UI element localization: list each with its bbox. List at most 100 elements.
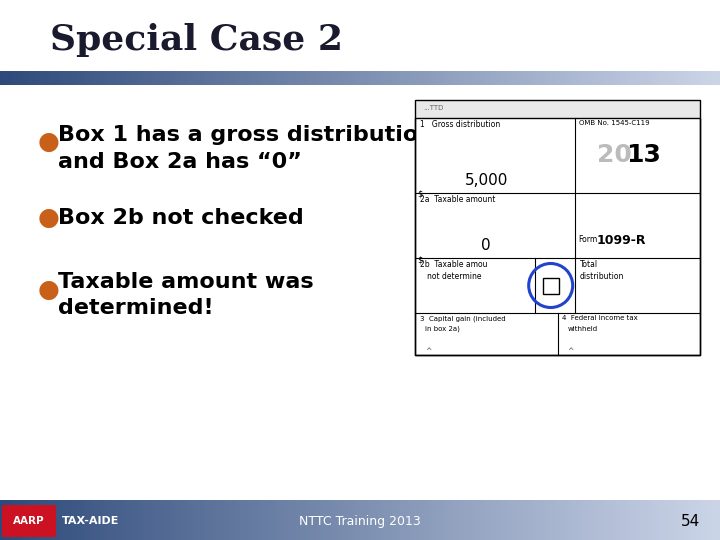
Bar: [403, 71, 407, 85]
Bar: [450, 71, 454, 85]
Bar: [688, 71, 691, 85]
Text: 2b  Taxable amou: 2b Taxable amou: [420, 260, 487, 269]
Bar: [371, 500, 374, 540]
Bar: [104, 500, 108, 540]
Bar: [176, 500, 180, 540]
Bar: [551, 500, 554, 540]
Bar: [634, 71, 637, 85]
Bar: [76, 71, 79, 85]
Bar: [252, 500, 256, 540]
Bar: [43, 500, 47, 540]
Bar: [61, 500, 65, 540]
Bar: [137, 71, 140, 85]
Text: 54: 54: [680, 514, 700, 529]
Text: withheld: withheld: [567, 326, 598, 332]
Text: 2a  Taxable amount: 2a Taxable amount: [420, 195, 495, 204]
Bar: [475, 71, 479, 85]
Bar: [630, 500, 634, 540]
Bar: [504, 500, 508, 540]
Text: 20: 20: [597, 143, 631, 167]
Bar: [500, 71, 504, 85]
Bar: [601, 500, 605, 540]
Bar: [583, 500, 587, 540]
Bar: [65, 71, 68, 85]
Text: Total: Total: [580, 260, 598, 269]
Bar: [230, 71, 234, 85]
Bar: [547, 71, 551, 85]
Bar: [356, 71, 360, 85]
Bar: [43, 71, 47, 85]
Bar: [324, 500, 328, 540]
Bar: [320, 500, 324, 540]
Text: Special Case 2: Special Case 2: [50, 23, 343, 57]
Bar: [122, 71, 126, 85]
Text: 1099-R: 1099-R: [597, 233, 646, 246]
Bar: [461, 71, 464, 85]
Bar: [360, 71, 364, 85]
Bar: [691, 500, 695, 540]
Bar: [205, 500, 209, 540]
Bar: [331, 500, 335, 540]
Bar: [29, 71, 32, 85]
Bar: [612, 500, 616, 540]
Bar: [130, 500, 133, 540]
Bar: [673, 500, 677, 540]
Bar: [562, 71, 565, 85]
Bar: [493, 71, 497, 85]
Bar: [508, 71, 511, 85]
Bar: [601, 71, 605, 85]
Bar: [7, 71, 11, 85]
Bar: [504, 71, 508, 85]
Bar: [227, 71, 230, 85]
Bar: [22, 71, 25, 85]
Bar: [443, 71, 446, 85]
Bar: [342, 71, 346, 85]
Bar: [518, 500, 522, 540]
Bar: [47, 71, 50, 85]
Bar: [526, 71, 529, 85]
Bar: [230, 500, 234, 540]
Bar: [320, 71, 324, 85]
Bar: [446, 71, 450, 85]
Text: OMB No. 1545-C119: OMB No. 1545-C119: [579, 120, 649, 126]
Bar: [108, 500, 112, 540]
Bar: [400, 71, 403, 85]
Bar: [464, 71, 468, 85]
Text: 4  Federal income tax: 4 Federal income tax: [562, 315, 638, 321]
Bar: [421, 500, 425, 540]
Bar: [425, 500, 428, 540]
Bar: [486, 71, 490, 85]
Bar: [382, 500, 385, 540]
Bar: [425, 71, 428, 85]
Bar: [536, 500, 540, 540]
Bar: [151, 71, 155, 85]
Bar: [108, 71, 112, 85]
Bar: [241, 500, 245, 540]
Bar: [410, 71, 414, 85]
Bar: [562, 500, 565, 540]
Bar: [608, 71, 612, 85]
Bar: [292, 500, 295, 540]
Text: AARP: AARP: [13, 516, 45, 526]
Bar: [544, 500, 547, 540]
Bar: [536, 71, 540, 85]
Bar: [86, 500, 90, 540]
Bar: [468, 71, 472, 85]
Text: ●: ●: [38, 206, 60, 230]
Bar: [158, 71, 162, 85]
Bar: [306, 500, 310, 540]
Bar: [194, 71, 198, 85]
Bar: [378, 71, 382, 85]
Bar: [569, 500, 572, 540]
Bar: [511, 71, 515, 85]
Bar: [79, 500, 83, 540]
Bar: [464, 500, 468, 540]
Bar: [220, 71, 223, 85]
Bar: [356, 500, 360, 540]
Bar: [126, 71, 130, 85]
Bar: [126, 500, 130, 540]
Bar: [680, 71, 684, 85]
Bar: [234, 500, 238, 540]
Bar: [428, 71, 432, 85]
Bar: [76, 500, 79, 540]
